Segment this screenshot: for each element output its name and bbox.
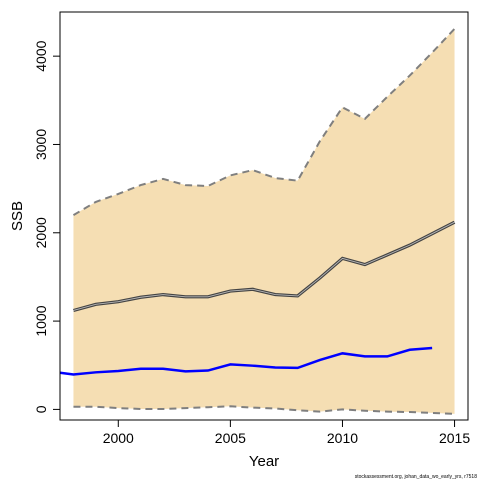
ssb-estimate-line-highlight — [73, 221, 455, 311]
y-tick-label: 2000 — [33, 217, 49, 248]
x-tick-label: 2005 — [215, 430, 246, 446]
y-tick-label: 3000 — [33, 129, 49, 160]
y-tick-label: 4000 — [33, 40, 49, 71]
y-axis-label: SSB — [9, 201, 26, 231]
y-axis-ticks: 0 1000 2000 3000 4000 — [33, 40, 60, 413]
plot-frame — [59, 11, 469, 421]
y-tick-label: 0 — [33, 405, 49, 413]
x-tick-label: 2010 — [327, 430, 358, 446]
lower-bound-line — [73, 405, 455, 415]
x-tick-label: 2000 — [103, 430, 134, 446]
x-tick-label: 2015 — [439, 430, 470, 446]
series-lines-layer — [60, 220, 456, 376]
x-axis-ticks: 2000 2005 2010 2015 — [103, 420, 470, 446]
y-tick-label: 1000 — [33, 305, 49, 336]
upper-bound-line — [72, 28, 456, 216]
footer-note: stockassessment.org, johan_data_wo_early… — [355, 474, 478, 480]
confidence-band-fill — [73, 28, 455, 414]
confidence-band-layer — [72, 28, 456, 415]
ssb-comparison-line — [60, 346, 433, 376]
x-axis-label: Year — [249, 453, 279, 470]
